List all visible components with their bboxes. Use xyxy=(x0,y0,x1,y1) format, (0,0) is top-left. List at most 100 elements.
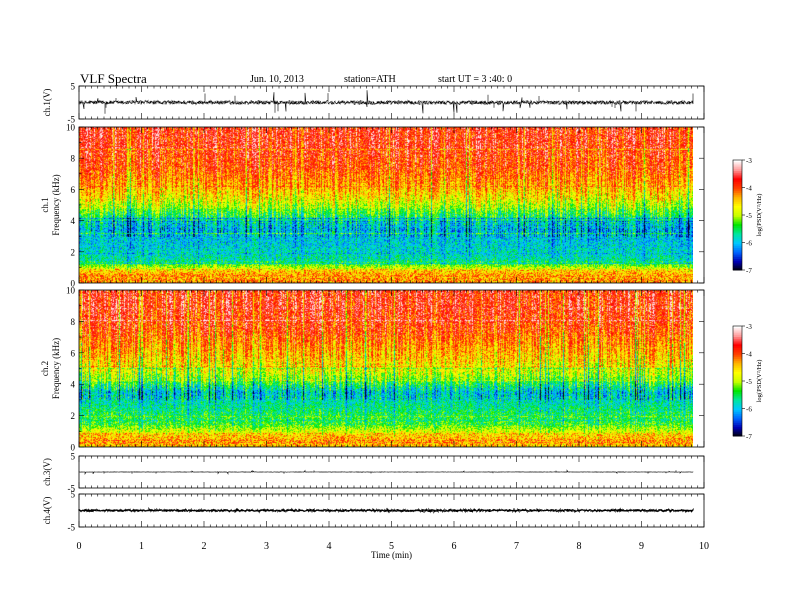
colorbar-cell xyxy=(733,178,742,181)
colorbar-cell xyxy=(733,337,742,340)
start-time-label: start UT = 3 :40: 0 xyxy=(438,74,513,85)
y-tick-label: 4 xyxy=(71,216,76,226)
colorbar-cell xyxy=(733,227,742,231)
colorbar-cell xyxy=(733,406,742,409)
colorbar-cell xyxy=(733,161,742,165)
x-tick-label: 9 xyxy=(639,541,644,552)
colorbar-cell xyxy=(733,246,742,249)
colorbar-cell xyxy=(733,403,742,406)
colorbar-tick-label: -5 xyxy=(746,378,752,386)
station-label: station=ATH xyxy=(344,74,396,85)
ch4-waveform-panel: 5 -5 ch.4(V) xyxy=(42,490,705,533)
colorbar-cell xyxy=(733,346,742,349)
colorbar-cell xyxy=(733,235,742,238)
figure-title: VLF Spectra xyxy=(80,71,147,86)
y-tick-label: 5 xyxy=(71,490,76,500)
colorbar-cell xyxy=(733,242,742,245)
colorbar-cell xyxy=(733,260,742,264)
colorbar-cell xyxy=(733,382,742,386)
colorbar-tick-label: -6 xyxy=(746,406,752,414)
colorbar-cell xyxy=(733,240,742,243)
colorbar-cell xyxy=(733,395,742,398)
colorbar-cell xyxy=(733,237,742,240)
y-tick-label: 8 xyxy=(71,317,76,327)
colorbar-cell xyxy=(733,191,742,194)
colorbar-cell xyxy=(733,428,742,431)
colorbar-cell xyxy=(733,171,742,174)
date-label: Jun. 10, 2013 xyxy=(250,74,304,85)
colorbar-cell xyxy=(733,215,742,218)
colorbar-cell xyxy=(733,364,742,367)
x-tick-label: 4 xyxy=(327,541,332,552)
y-tick-label: 5 xyxy=(71,452,76,462)
colorbar-cell xyxy=(733,193,742,196)
colorbar-cell xyxy=(733,366,742,369)
ch4-waveform-trace xyxy=(78,506,694,514)
ch4-waveform-ylabel: ch.4(V) xyxy=(42,497,52,525)
colorbar-cell xyxy=(733,165,742,168)
ch1-waveform-trace xyxy=(78,90,694,114)
y-tick-label: 4 xyxy=(71,380,76,390)
ch3-waveform-panel: 5 -5 ch.3(V) xyxy=(42,452,705,494)
y-tick-label: 2 xyxy=(71,411,76,421)
colorbar-cell xyxy=(733,381,742,384)
y-tick-label: 10 xyxy=(66,286,76,296)
colorbar-cell xyxy=(733,329,742,332)
colorbar-cell xyxy=(733,388,742,391)
x-axis-label: Time (min) xyxy=(371,550,412,560)
colorbar-cell xyxy=(733,386,742,389)
colorbar-cell xyxy=(733,404,742,408)
colorbar-cell xyxy=(733,423,742,426)
colorbar-cell xyxy=(733,183,742,187)
y-tick-label: 10 xyxy=(66,123,76,133)
colorbar-cell xyxy=(733,344,742,347)
colorbar-cell xyxy=(733,185,742,188)
colorbar-cell xyxy=(733,360,742,364)
colorbar-cell xyxy=(733,180,742,183)
colorbar-cell xyxy=(733,167,742,170)
colorbar-cell xyxy=(733,196,742,199)
ch1-spectrogram-channel-label: ch.1 xyxy=(40,197,50,212)
y-tick-label: 0 xyxy=(71,279,76,289)
colorbar-tick-label: -6 xyxy=(746,240,752,248)
colorbar-cell xyxy=(733,211,742,214)
y-tick-label: 8 xyxy=(71,154,76,164)
colorbar-cell xyxy=(733,266,742,269)
colorbar-cell xyxy=(733,338,742,342)
colorbar-cell xyxy=(733,238,742,242)
colorbar-cell xyxy=(733,355,742,358)
x-tick-label: 8 xyxy=(577,541,582,552)
colorbar-cell xyxy=(733,262,742,265)
colorbar-cell xyxy=(733,198,742,201)
ch1-spectrogram-ylabel: Frequency (kHz) xyxy=(51,174,61,235)
colorbar-cell xyxy=(733,216,742,220)
colorbar-cell xyxy=(733,426,742,430)
colorbar-tick-label: -4 xyxy=(746,185,752,193)
colorbar-cell xyxy=(733,410,742,413)
colorbar-cell xyxy=(733,226,742,229)
colorbar-cell xyxy=(733,220,742,223)
colorbar-tick-label: -7 xyxy=(746,267,752,275)
colorbar-tick-label: -3 xyxy=(746,157,752,165)
colorbar-cell xyxy=(733,259,742,262)
colorbar-cell xyxy=(733,244,742,247)
x-tick-label: 6 xyxy=(452,541,457,552)
y-tick-label: 6 xyxy=(71,185,76,195)
colorbar-cell xyxy=(733,390,742,393)
colorbar-label: log(PSD(V²/Hz) xyxy=(756,360,763,403)
ch1-spectrogram-raster xyxy=(79,127,693,283)
y-tick-label: 0 xyxy=(71,443,76,453)
x-tick-label: 5 xyxy=(389,541,394,552)
colorbar-cell xyxy=(733,327,742,331)
ch2-spectrogram-panel: 0 2 4 6 8 10 ch.2 Frequency (kHz) -3 -4 -5 -6 -7 log(… xyxy=(40,286,763,453)
colorbar-cell xyxy=(733,257,742,260)
colorbar-cell xyxy=(733,415,742,419)
colorbar-cell xyxy=(733,205,742,209)
colorbar-cell xyxy=(733,231,742,234)
colorbar-cell xyxy=(733,349,742,353)
colorbar-tick-label: -5 xyxy=(746,212,752,220)
colorbar-cell xyxy=(733,373,742,376)
colorbar-cell xyxy=(733,172,742,176)
y-tick-label: -5 xyxy=(68,484,76,494)
colorbar-tick-label: -4 xyxy=(746,351,752,359)
